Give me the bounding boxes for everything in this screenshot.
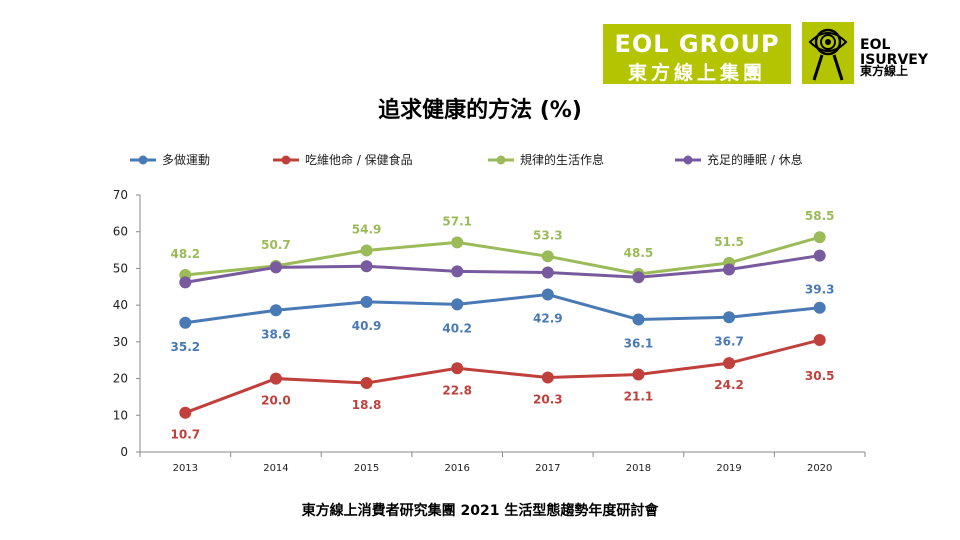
data-label: 18.8 [352, 398, 382, 412]
series-line [185, 235, 821, 277]
x-tick-label: 2017 [535, 463, 560, 474]
data-label: 36.1 [624, 336, 654, 350]
logo-survey-line2: ISURVEY [860, 52, 928, 68]
data-point [360, 376, 373, 389]
data-point [179, 316, 192, 329]
footer-caption: 東方線上消費者研究集團 2021 生活型態趨勢年度研討會 [301, 503, 659, 519]
data-label: 50.7 [261, 238, 291, 252]
data-label: 53.3 [533, 228, 563, 242]
data-point [451, 298, 464, 311]
x-tick-label: 2014 [263, 463, 288, 474]
data-point [813, 301, 826, 314]
data-point [723, 311, 736, 324]
data-label: 39.3 [805, 283, 835, 297]
data-point [632, 271, 645, 284]
logo-survey-name: EOL ISURVEY [860, 38, 928, 68]
data-point [541, 288, 554, 301]
legend-label: 多做運動 [162, 152, 210, 167]
data-label: 30.5 [805, 369, 835, 383]
data-point [632, 313, 645, 326]
x-tick-label: 2020 [807, 463, 832, 474]
series-line [185, 292, 820, 325]
data-label: 40.2 [442, 321, 472, 335]
logo-survey-line3: 東方線上 [860, 64, 909, 78]
y-tick-label: 70 [113, 188, 128, 202]
data-label: 20.3 [533, 392, 563, 406]
x-tick-label: 2018 [626, 463, 651, 474]
data-label: 22.8 [442, 383, 472, 397]
data-label: 48.5 [624, 246, 654, 260]
series-line [185, 254, 820, 284]
y-tick-label: 50 [113, 261, 128, 275]
data-point [723, 357, 736, 370]
y-tick-label: 60 [113, 225, 128, 239]
legend-marker [138, 155, 148, 165]
logo-group-line1: EOL GROUP [614, 30, 780, 58]
data-point [813, 231, 826, 244]
data-point [541, 266, 554, 279]
data-point [813, 334, 826, 347]
data-point [269, 372, 282, 385]
data-point [632, 368, 645, 381]
data-label: 48.2 [171, 247, 201, 261]
legend-label: 規律的生活作息 [520, 152, 604, 167]
data-label: 42.9 [533, 311, 563, 325]
x-tick-label: 2013 [173, 463, 198, 474]
data-point [451, 362, 464, 375]
data-label: 35.2 [171, 340, 201, 354]
y-tick-label: 10 [113, 408, 128, 422]
y-tick-label: 20 [113, 372, 128, 386]
data-point [451, 236, 464, 249]
data-label: 57.1 [442, 214, 472, 228]
data-label: 51.5 [714, 235, 744, 249]
legend-marker [683, 155, 693, 165]
data-point [269, 304, 282, 317]
data-point [541, 371, 554, 384]
x-tick-label: 2016 [444, 463, 469, 474]
data-point [269, 261, 282, 274]
legend-label: 吃維他命 / 保健食品 [305, 152, 413, 167]
logo-group-line2: 東方線上集團 [627, 62, 766, 84]
x-tick-label: 2019 [716, 463, 741, 474]
data-label: 40.9 [352, 319, 382, 333]
data-point [360, 244, 373, 257]
data-label: 20.0 [261, 394, 291, 408]
data-label: 38.6 [261, 327, 291, 341]
data-point [360, 295, 373, 308]
data-label: 58.5 [805, 209, 835, 223]
eol-group-logo: EOL GROUP 東方線上集團 [603, 24, 791, 84]
data-point [541, 250, 554, 263]
y-tick-label: 40 [113, 298, 128, 312]
y-tick-label: 0 [120, 445, 128, 459]
data-point [179, 276, 192, 289]
data-label: 36.7 [714, 334, 744, 348]
logo-survey-line1: EOL [860, 37, 891, 53]
data-label: 10.7 [171, 428, 201, 442]
data-label: 24.2 [714, 378, 744, 392]
series-line [184, 338, 821, 415]
legend-marker [496, 155, 506, 165]
y-tick-label: 30 [113, 335, 128, 349]
data-point [451, 265, 464, 278]
data-label: 21.1 [624, 390, 654, 404]
legend-label: 充足的睡眠 / 休息 [707, 152, 803, 167]
legend-marker [281, 155, 291, 165]
eol-isurvey-logo-icon [802, 22, 854, 84]
data-point [179, 406, 192, 419]
data-label: 54.9 [352, 222, 382, 236]
x-tick-label: 2015 [354, 463, 379, 474]
data-point [360, 260, 373, 273]
data-point [723, 263, 736, 276]
data-point [813, 249, 826, 262]
chart-title: 追求健康的方法 (%) [378, 98, 582, 123]
